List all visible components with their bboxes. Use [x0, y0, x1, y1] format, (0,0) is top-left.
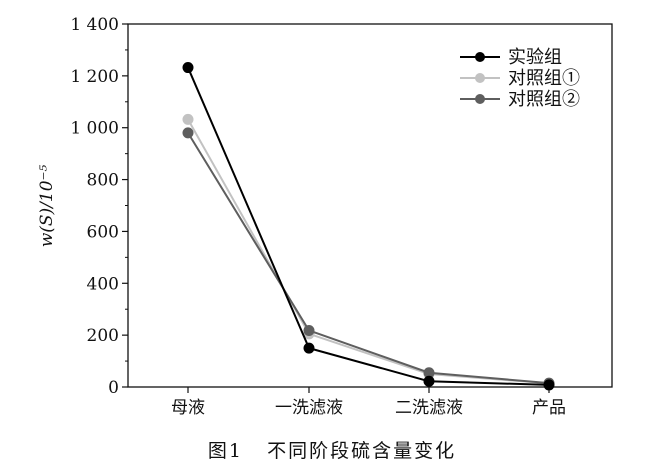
- legend-label: 对照组①: [508, 68, 580, 89]
- y-tick-label: 1 400: [70, 15, 119, 35]
- data-point: [182, 113, 194, 125]
- legend-marker: [475, 52, 485, 62]
- data-point: [423, 375, 435, 387]
- series-line: [187, 132, 550, 385]
- legend-label: 实验组: [508, 47, 562, 68]
- series-line: [187, 118, 550, 385]
- data-point: [543, 379, 555, 391]
- y-tick-label: 200: [87, 326, 119, 346]
- y-tick-label: 1 000: [70, 119, 119, 139]
- y-tick-label: 0: [108, 378, 119, 398]
- data-point: [303, 324, 315, 336]
- figure-caption: 图1 不同阶段硫含量变化: [207, 440, 457, 462]
- y-tick-label: 600: [87, 222, 119, 242]
- data-point: [182, 62, 194, 74]
- data-point: [303, 342, 315, 354]
- y-tick-label: 800: [87, 171, 119, 191]
- x-category-label: 一洗滤液: [275, 398, 343, 418]
- y-tick-label: 400: [87, 274, 119, 294]
- legend-marker: [475, 73, 485, 83]
- x-category-label: 二洗滤液: [395, 398, 463, 418]
- legend-label: 对照组②: [508, 89, 580, 110]
- x-category-label: 产品: [532, 398, 566, 418]
- y-tick-label: 1 200: [70, 67, 119, 87]
- x-category-label: 母液: [171, 398, 205, 418]
- data-point: [182, 127, 194, 139]
- y-axis-label: w(S)/10⁻⁵: [37, 165, 57, 248]
- legend-marker: [475, 94, 485, 104]
- series-line: [187, 67, 550, 386]
